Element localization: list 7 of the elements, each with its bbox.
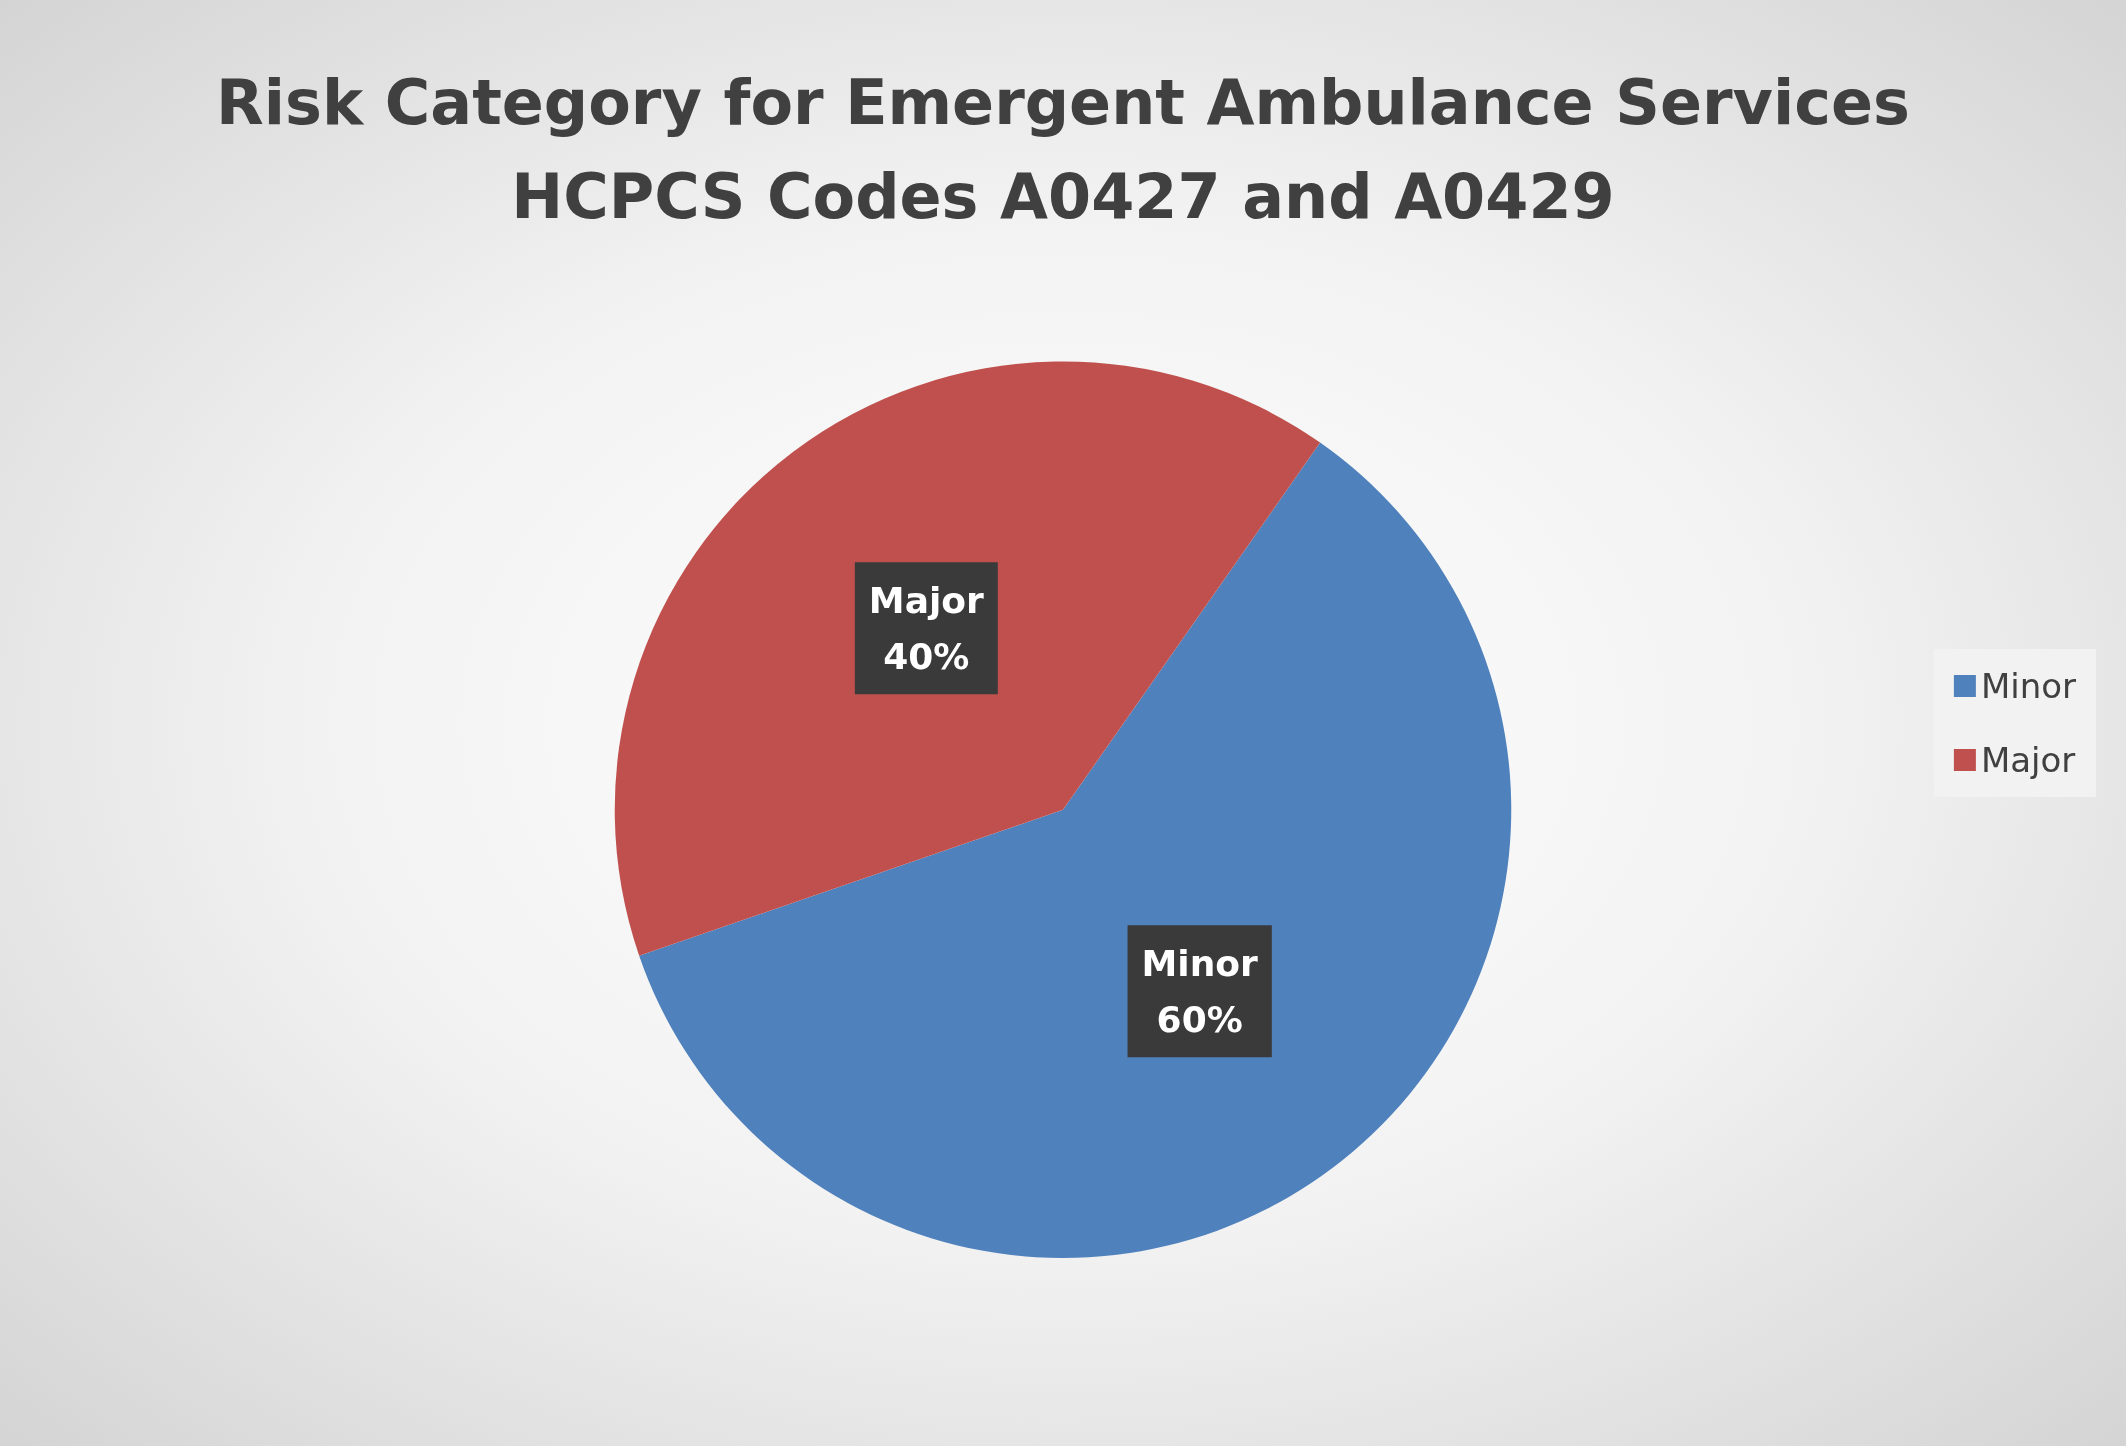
data-label: 60% — [1156, 998, 1243, 1040]
chart-title: Risk Category for Emergent Ambulance Services HCPCS Codes A0427 and A0429 — [216, 65, 1910, 233]
data-label: 40% — [883, 635, 970, 677]
slice-label: Major — [868, 579, 985, 621]
slice-label: Minor — [1141, 942, 1259, 984]
legend-label: Major — [1980, 740, 2076, 780]
legend-label: Minor — [1980, 666, 2077, 706]
